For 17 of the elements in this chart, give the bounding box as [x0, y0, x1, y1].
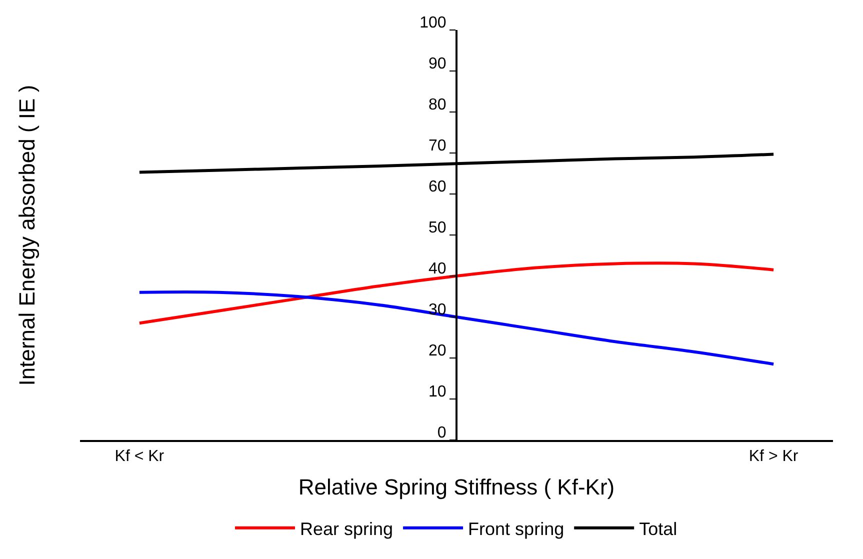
y-axis-title: Internal Energy absorbed ( IE ) — [14, 84, 40, 386]
y-tick-label: 90 — [428, 56, 446, 73]
y-tick-label: 0 — [437, 424, 446, 442]
y-tick-label: 100 — [420, 14, 446, 32]
legend-label: Front spring — [468, 518, 564, 539]
legend-label: Total — [639, 518, 678, 539]
x-tick-label: Kf < Kr — [114, 448, 165, 466]
y-tick-label: 50 — [428, 220, 446, 237]
x-axis-title: Relative Spring Stiffness ( Kf-Kr) — [298, 474, 615, 500]
y-tick-label: 60 — [428, 178, 446, 196]
legend-label: Rear spring — [300, 518, 394, 539]
x-tick-label: Kf > Kr — [748, 448, 799, 466]
y-tick-label: 40 — [428, 260, 446, 278]
y-tick-label: 70 — [428, 138, 446, 155]
y-tick-label: 10 — [428, 384, 446, 401]
y-tick-label: 80 — [428, 96, 446, 114]
y-tick-label: 20 — [428, 342, 446, 360]
